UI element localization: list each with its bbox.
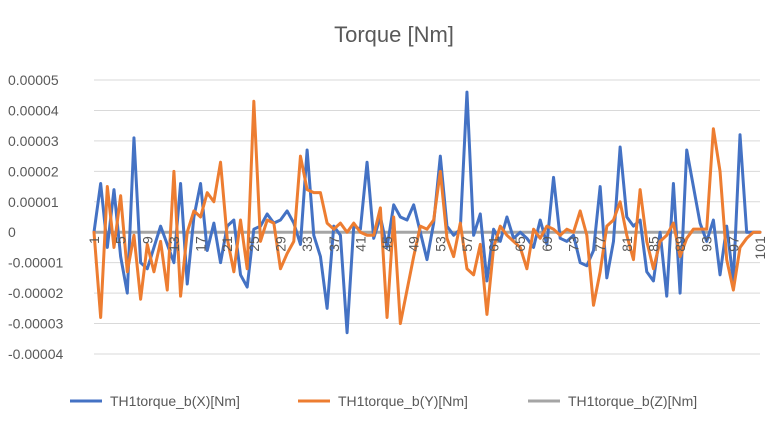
- y-tick-label: -0.00001: [8, 255, 63, 271]
- x-tick-label: 93: [699, 236, 715, 252]
- series-lines: [92, 90, 762, 335]
- x-tick-label: 85: [645, 236, 661, 252]
- x-tick-label: 49: [406, 236, 422, 252]
- y-tick-label: 0.00003: [8, 133, 59, 149]
- x-tick-label: 77: [592, 236, 608, 252]
- x-tick-label: 9: [139, 236, 155, 244]
- y-tick-label: 0: [8, 224, 16, 240]
- x-tick-label: 33: [299, 236, 315, 252]
- x-axis-tick-labels: 1 5 9 13 17 21 25 29 33 37 41 45 49 53 57 61 65 69 73 77 81 8…: [86, 236, 768, 260]
- legend: TH1torque_b(X)[Nm] TH1torque_b(Y)[Nm] TH1t…: [70, 393, 697, 409]
- x-tick-label: 1: [86, 236, 102, 244]
- x-tick-label: 29: [272, 236, 288, 252]
- x-tick-label: 57: [459, 236, 475, 252]
- x-tick-label: 61: [486, 236, 502, 252]
- x-tick-label: 25: [246, 236, 262, 252]
- chart-title: Torque [Nm]: [334, 22, 454, 47]
- legend-label-y: TH1torque_b(Y)[Nm]: [338, 393, 468, 409]
- x-tick-label: 101: [752, 236, 768, 260]
- x-tick-label: 73: [566, 236, 582, 252]
- legend-label-z: TH1torque_b(Z)[Nm]: [568, 393, 697, 409]
- x-tick-label: 45: [379, 236, 395, 252]
- x-tick-label: 41: [352, 236, 368, 252]
- y-tick-label: -0.00004: [8, 346, 63, 362]
- x-tick-label: 89: [672, 236, 688, 252]
- y-tick-label: -0.00002: [8, 285, 63, 301]
- y-tick-label: 0.00001: [8, 194, 59, 210]
- y-tick-label: -0.00003: [8, 316, 63, 332]
- series-line-y: [92, 99, 762, 326]
- x-tick-label: 5: [113, 236, 129, 244]
- x-tick-label: 13: [166, 236, 182, 252]
- y-axis-tick-labels: 0.00005 0.00004 0.00003 0.00002 0.00001 0 -0.0…: [8, 72, 63, 362]
- y-tick-label: 0.00005: [8, 72, 59, 88]
- x-tick-label: 21: [219, 236, 235, 252]
- y-tick-label: 0.00004: [8, 102, 59, 118]
- legend-label-x: TH1torque_b(X)[Nm]: [110, 393, 240, 409]
- y-tick-label: 0.00002: [8, 163, 59, 179]
- x-tick-label: 17: [193, 236, 209, 252]
- x-tick-label: 53: [432, 236, 448, 252]
- x-tick-label: 37: [326, 236, 342, 252]
- x-tick-label: 97: [725, 236, 741, 252]
- x-tick-label: 65: [512, 236, 528, 252]
- x-tick-label: 81: [619, 236, 635, 252]
- x-tick-label: 69: [539, 236, 555, 252]
- series-line-x: [92, 90, 762, 335]
